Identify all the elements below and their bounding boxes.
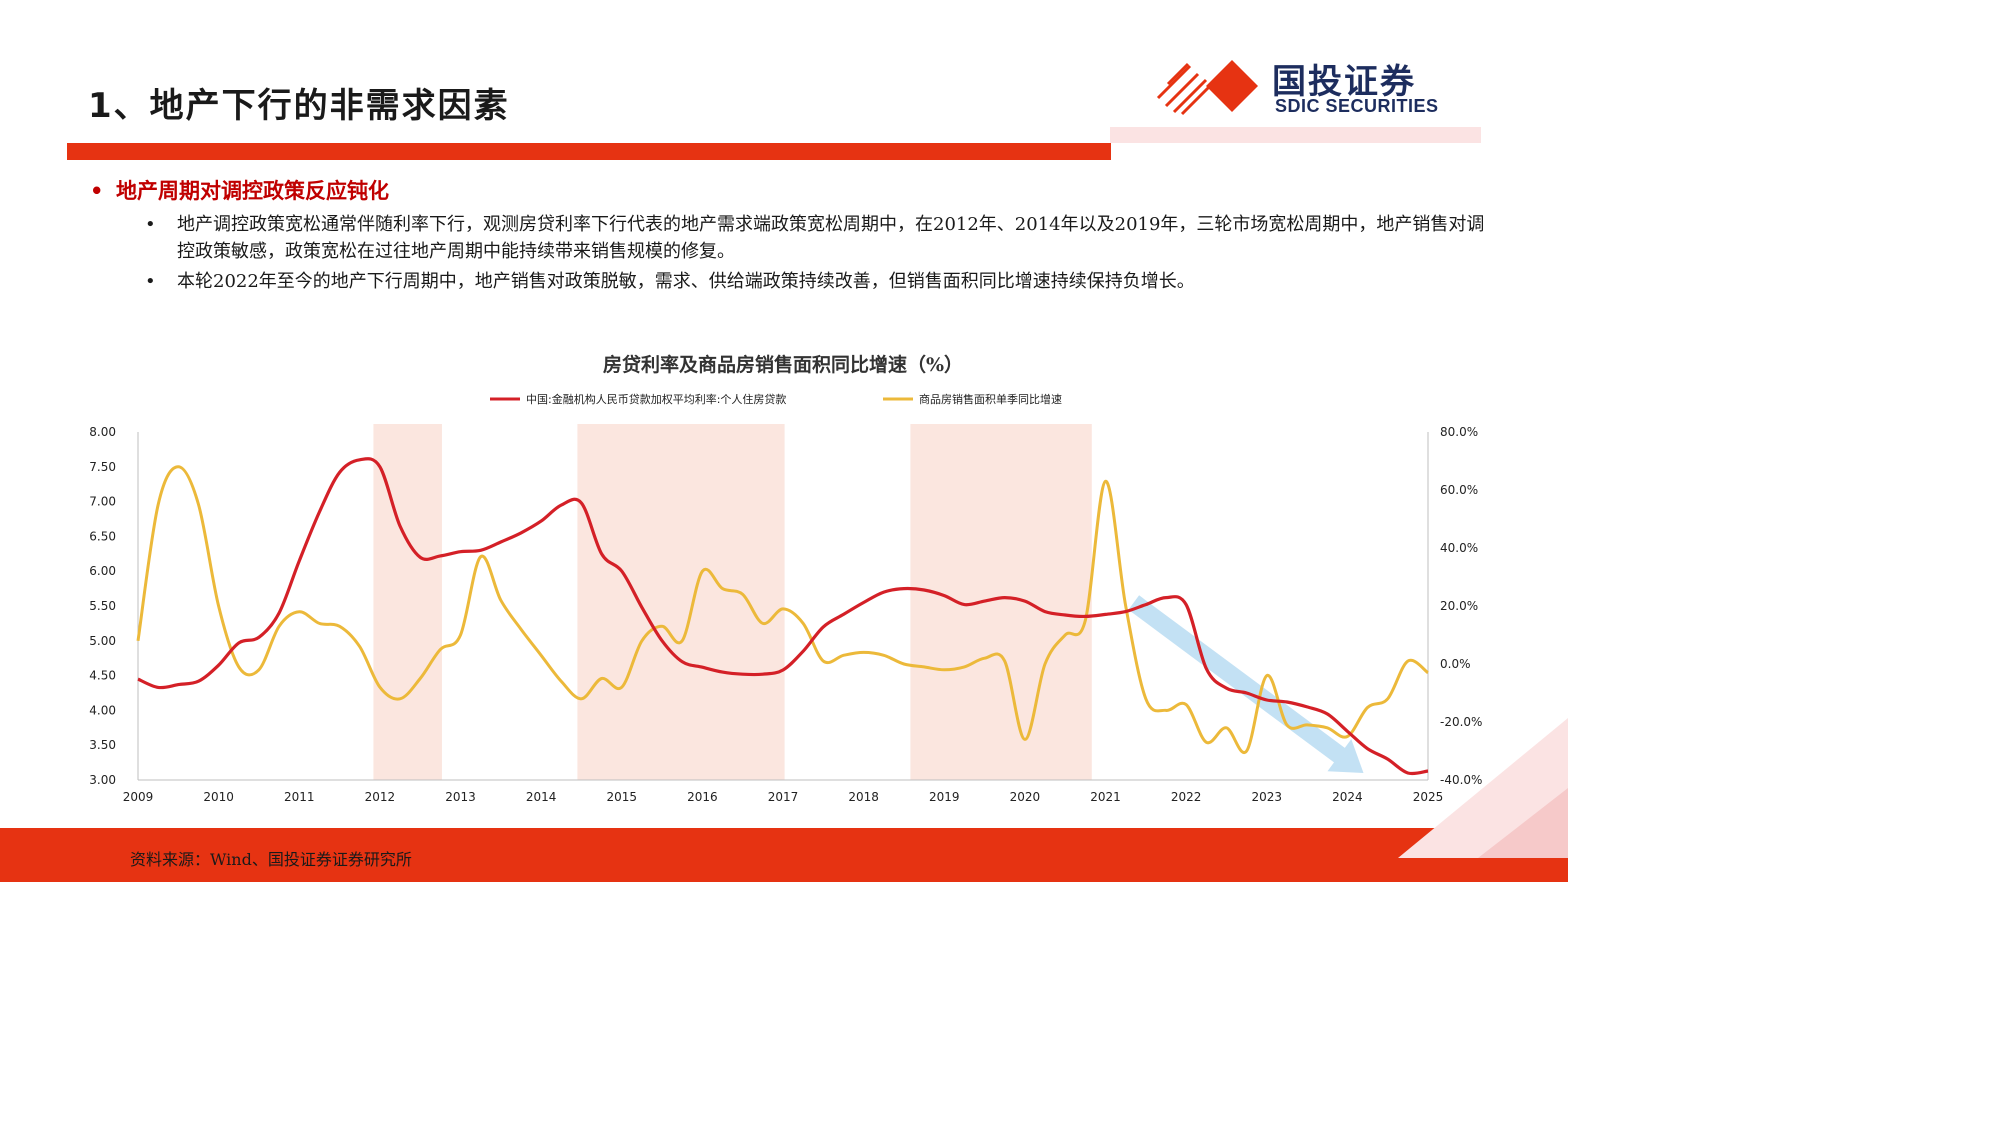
series-line-sales-growth (136, 465, 1429, 755)
y-right-tick-label: 60.0% (1440, 483, 1478, 497)
x-tick-label: 2023 (1251, 790, 1282, 804)
x-tick-label: 2021 (1090, 790, 1121, 804)
y-right-tick-label: -40.0% (1440, 773, 1482, 787)
series-line-mortgage-rate (137, 457, 1429, 776)
logo-chinese-name: 国投证券 (1272, 62, 1416, 102)
x-tick-label: 2015 (606, 790, 637, 804)
x-tick-label: 2024 (1332, 790, 1363, 804)
x-tick-label: 2014 (526, 790, 557, 804)
footer-bar (0, 828, 1568, 882)
y-right-tick-label: 40.0% (1440, 541, 1478, 555)
x-tick-label: 2012 (365, 790, 396, 804)
y-left-tick-label: 6.50 (89, 529, 116, 543)
header-accent-band (1110, 127, 1481, 143)
x-tick-label: 2017 (768, 790, 799, 804)
y-left-tick-label: 3.00 (89, 773, 116, 787)
legend-label-sales: 商品房销售面积单季同比增速 (919, 392, 1062, 406)
trend-arrow (1128, 595, 1364, 773)
sdic-logo: 国投证券 SDIC SECURITIES (1150, 54, 1450, 120)
y-left-tick-label: 3.50 (89, 738, 116, 752)
source-note: 资料来源：Wind、国投证券证券研究所 (130, 850, 412, 869)
shaded-period (577, 424, 785, 780)
bullet-point-1: • 地产调控政策宽松通常伴随利率下行，观测房贷利率下行代表的地产需求端政策宽松周… (145, 211, 1485, 265)
legend-label-rate: 中国:金融机构人民币贷款加权平均利率:个人住房贷款 (526, 392, 786, 406)
y-left-tick-label: 6.00 (89, 564, 116, 578)
y-right-tick-label: 0.0% (1440, 657, 1471, 671)
shaded-period (910, 424, 1092, 780)
y-left-tick-label: 8.00 (89, 425, 116, 439)
x-tick-label: 2016 (687, 790, 718, 804)
y-right-tick-label: 80.0% (1440, 425, 1478, 439)
x-tick-label: 2020 (1010, 790, 1041, 804)
mortgage-rate-sales-chart: 房贷利率及商品房销售面积同比增速（%） 中国:金融机构人民币贷款加权平均利率:个人… (89, 353, 1482, 804)
bullet-marker: • (145, 214, 156, 235)
section-heading: • 地产周期对调控政策反应钝化 (90, 175, 389, 205)
x-tick-label: 2025 (1413, 790, 1444, 804)
x-tick-label: 2009 (123, 790, 154, 804)
x-tick-label: 2011 (284, 790, 315, 804)
bullet-point-2: • 本轮2022年至今的地产下行周期中，地产销售对政策脱敏，需求、供给端政策持续… (145, 268, 1485, 295)
y-left-tick-label: 4.00 (89, 703, 116, 717)
section-bullet: • (90, 179, 104, 203)
x-tick-label: 2010 (203, 790, 234, 804)
x-tick-label: 2019 (929, 790, 960, 804)
chart-title: 房贷利率及商品房销售面积同比增速（%） (603, 353, 963, 376)
bullet-marker: • (145, 271, 156, 292)
corner-decoration (1398, 718, 1568, 858)
y-right-tick-label: -20.0% (1440, 715, 1482, 729)
section-heading-text: 地产周期对调控政策反应钝化 (116, 179, 389, 203)
x-tick-label: 2013 (445, 790, 476, 804)
y-left-tick-label: 5.50 (89, 599, 116, 613)
logo-english-name: SDIC SECURITIES (1275, 96, 1439, 116)
y-left-tick-label: 7.00 (89, 495, 116, 509)
x-tick-label: 2018 (848, 790, 879, 804)
header-red-bar (67, 143, 1111, 160)
bullet-text: 本轮2022年至今的地产下行周期中，地产销售对政策脱敏，需求、供给端政策持续改善… (177, 271, 1195, 292)
page-title: 1、地产下行的非需求因素 (88, 86, 510, 126)
y-left-tick-label: 7.50 (89, 460, 116, 474)
sdic-logo-mark (1156, 60, 1258, 116)
x-tick-label: 2022 (1171, 790, 1202, 804)
bullet-text: 地产调控政策宽松通常伴随利率下行，观测房贷利率下行代表的地产需求端政策宽松周期中… (177, 214, 1485, 262)
y-left-tick-label: 5.00 (89, 634, 116, 648)
y-left-tick-label: 4.50 (89, 669, 116, 683)
y-right-tick-label: 20.0% (1440, 599, 1478, 613)
